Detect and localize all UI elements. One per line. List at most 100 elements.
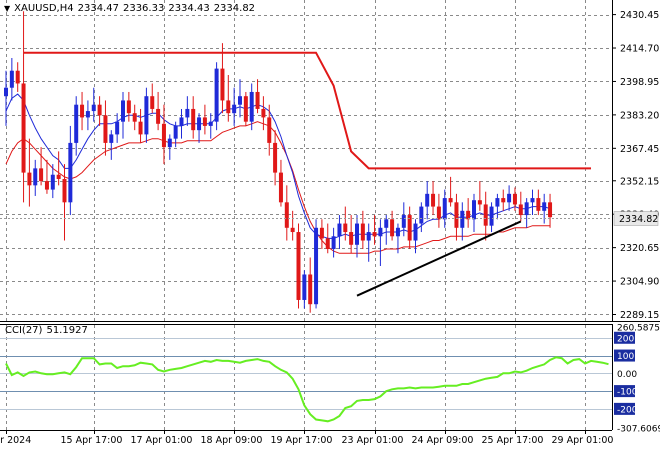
candle-body: [115, 121, 120, 135]
candle-body: [325, 238, 330, 250]
drawn-lines: [0, 51, 612, 297]
price-tick-label: 2289.15: [620, 310, 659, 321]
support-trendline: [356, 220, 522, 297]
candle-body: [372, 232, 377, 237]
candle-body: [366, 232, 371, 241]
candle-body: [161, 123, 166, 148]
candle-body: [319, 227, 324, 239]
candle-body: [167, 138, 172, 148]
candle-body: [395, 227, 400, 237]
candle-body: [33, 168, 38, 186]
candle-body: [454, 202, 459, 228]
candle-body: [501, 198, 506, 203]
candle-body: [442, 198, 447, 220]
candle-body: [85, 111, 90, 118]
time-tick-label: 17 Apr 01:00: [131, 435, 193, 446]
candle-body: [489, 206, 494, 226]
candle-body: [15, 70, 20, 84]
fast-moving-average: [5, 93, 551, 239]
candle-body: [314, 227, 319, 305]
candles: [4, 11, 553, 313]
candle-body: [401, 215, 406, 228]
candle-body: [518, 204, 523, 216]
ohlc-high: 2336.33: [122, 3, 165, 14]
candle-body: [530, 198, 535, 203]
price-tick-label: 2320.65: [620, 243, 659, 254]
candle-body: [74, 104, 79, 143]
candle-body: [477, 200, 482, 205]
candle-body: [384, 219, 389, 228]
candle-body: [214, 68, 219, 122]
current-price-label: 2334.82: [619, 214, 658, 225]
candle-body: [9, 70, 14, 88]
candle-body: [179, 117, 184, 126]
candle-body: [472, 200, 476, 220]
time-tick-label: 15 Apr 17:00: [61, 435, 123, 446]
candle-body: [109, 134, 114, 143]
candle-body: [243, 96, 248, 122]
candle-body: [150, 96, 155, 109]
candle-body: [296, 232, 301, 300]
cci-indicator: [0, 338, 612, 423]
price-tick-label: 2383.20: [620, 110, 659, 121]
cci-header: CCI(27) 51.1927: [5, 325, 92, 336]
price-tick-label: 2430.45: [620, 10, 659, 21]
candle-body: [173, 125, 178, 139]
candle-body: [197, 117, 202, 131]
candle-body: [512, 193, 517, 205]
symbol-label: XAUUSD,H4: [14, 3, 74, 14]
candle-body: [483, 204, 488, 226]
candle-body: [21, 83, 26, 173]
candle-body: [144, 96, 149, 135]
time-tick-label: 29 Apr 01:00: [552, 435, 614, 446]
symbol-dropdown-icon[interactable]: ▼: [4, 4, 11, 13]
candle-body: [331, 236, 336, 250]
time-tick-label: 12 Apr 2024: [0, 435, 31, 446]
candle-body: [378, 227, 383, 237]
candle-body: [460, 210, 465, 228]
candle-body: [191, 108, 196, 131]
time-tick-label: 25 Apr 17:00: [482, 435, 544, 446]
candle-body: [91, 104, 96, 112]
candle-body: [50, 174, 55, 190]
candle-body: [4, 87, 8, 97]
candle-body: [507, 193, 512, 203]
price-axis: 2430.45 2414.70 2398.95 2383.20 2367.45 2352.…: [612, 10, 659, 321]
candle-body: [407, 215, 412, 241]
candle-body: [278, 172, 283, 203]
candle-body: [390, 219, 395, 237]
candle-body: [27, 172, 32, 186]
price-tick-label: 2398.95: [620, 77, 659, 88]
ohlc-close: 2334.82: [213, 3, 256, 14]
time-tick-label: 19 Apr 17:00: [271, 435, 333, 446]
candle-body: [355, 223, 359, 245]
cci-level-tag: [614, 349, 635, 362]
candle-body: [249, 91, 254, 122]
current-price-tag: [613, 211, 659, 226]
cci-tick-label: 260.5875: [617, 324, 660, 334]
candle-body: [337, 223, 342, 237]
time-tick-label: 23 Apr 01:00: [342, 435, 404, 446]
candle-body: [68, 142, 73, 203]
price-tick-label: 2304.90: [620, 277, 659, 288]
candle-body: [208, 121, 213, 126]
candle-body: [419, 206, 424, 224]
candle-body: [261, 108, 266, 118]
cci-tick-label: 0.00: [617, 370, 637, 380]
candle-body: [267, 117, 272, 143]
cci-tick-label: 100: [617, 352, 634, 362]
cci-value: 51.1927: [46, 325, 88, 336]
candle-body: [536, 198, 541, 211]
candle-body: [360, 223, 365, 241]
slow-moving-average: [5, 121, 550, 254]
candle-body: [56, 174, 61, 179]
candle-body: [436, 206, 441, 220]
cci-tick-label: -200: [617, 405, 638, 415]
candle-body: [132, 113, 137, 122]
candle-body: [448, 198, 453, 203]
candle-body: [156, 108, 161, 124]
main-indicators: [5, 93, 551, 254]
candle-body: [39, 168, 44, 182]
